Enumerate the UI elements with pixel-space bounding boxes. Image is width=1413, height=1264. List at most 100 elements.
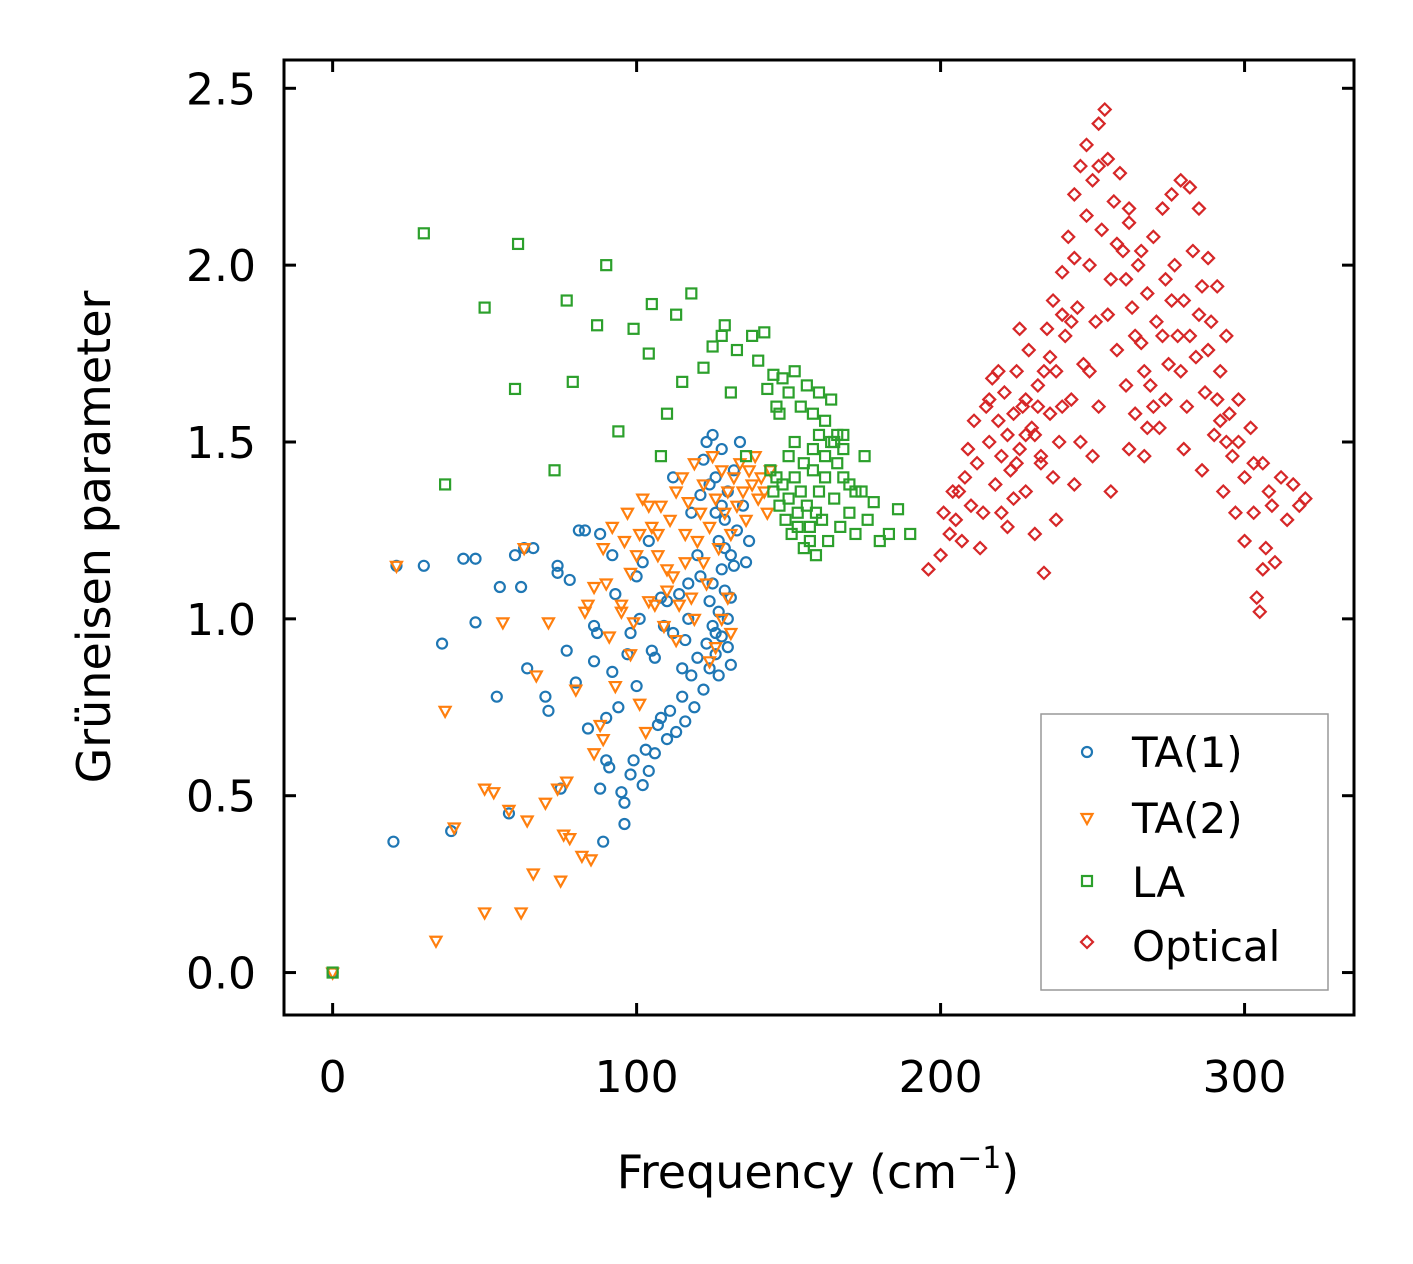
point-ta1-20 [551, 566, 564, 579]
point-ta2-22 [568, 684, 584, 698]
point-la-85 [806, 442, 820, 456]
point-ta2-67 [720, 486, 736, 500]
point-optical-148 [1085, 448, 1101, 464]
point-optical-123 [1081, 363, 1098, 379]
point-ta1-57 [679, 715, 692, 728]
point-la-2 [439, 478, 452, 491]
point-ta2-38 [632, 698, 648, 713]
point-la-44 [837, 442, 850, 456]
point-optical-26 [1030, 377, 1046, 393]
point-ta2-55 [683, 592, 699, 606]
point-ta1-32 [600, 754, 613, 767]
point-optical-166 [993, 505, 1009, 521]
point-la-68 [809, 549, 823, 562]
legend-entry-optical: Optical [1079, 922, 1280, 971]
point-la-65 [800, 499, 813, 512]
point-la-79 [849, 527, 862, 541]
point-ta2-18 [553, 875, 568, 889]
point-la-58 [779, 513, 792, 526]
point-la-35 [782, 386, 795, 399]
point-ta2-65 [714, 465, 730, 479]
point-optical-16 [999, 427, 1016, 443]
point-ta2-3 [437, 705, 453, 720]
point-optical-137 [1209, 392, 1225, 408]
point-optical-124 [1091, 399, 1107, 415]
point-la-40 [812, 386, 826, 399]
point-optical-56 [1121, 215, 1137, 231]
point-ta1-108 [594, 782, 607, 795]
point-ta2-5 [477, 907, 492, 921]
point-optical-85 [1209, 278, 1225, 294]
x-axis-title-main: Frequency (cm [617, 1145, 957, 1199]
point-optical-130 [1145, 399, 1161, 415]
point-ta2-28 [595, 734, 611, 748]
point-la-88 [828, 435, 841, 449]
point-ta1-70 [718, 584, 731, 597]
point-optical-58 [1127, 406, 1143, 422]
point-optical-67 [1154, 201, 1171, 217]
point-ta1-17 [539, 690, 552, 703]
point-ta1-19 [551, 559, 564, 572]
point-la-16 [660, 407, 674, 420]
point-la-77 [837, 471, 850, 484]
point-ta1-6 [457, 552, 470, 565]
point-ta2-12 [519, 815, 535, 829]
point-optical-46 [1091, 116, 1107, 132]
point-optical-157 [1121, 201, 1137, 217]
point-la-3 [478, 301, 491, 314]
point-la-82 [782, 450, 795, 463]
point-optical-161 [1054, 307, 1070, 323]
point-ta2-14 [528, 670, 544, 684]
point-ta1-9 [490, 690, 503, 703]
x-axis-title-close: ) [1001, 1145, 1019, 1199]
point-ta2-72 [735, 486, 751, 500]
point-la-50 [882, 527, 896, 541]
point-optical-91 [1230, 392, 1247, 408]
point-optical-103 [1285, 476, 1301, 492]
plot-frame [282, 58, 1356, 1017]
point-ta2-24 [580, 599, 596, 613]
point-la-49 [873, 534, 886, 548]
legend: TA(1) TA(2) LA Optical [1040, 713, 1329, 991]
point-la-20 [697, 361, 710, 374]
point-la-29 [758, 326, 771, 339]
legend-marker-la [1080, 874, 1094, 888]
point-ta1-55 [673, 587, 686, 601]
point-optical-114 [999, 519, 1016, 535]
point-optical-87 [1215, 483, 1231, 500]
point-optical-135 [1191, 307, 1207, 323]
point-ta1-84 [727, 464, 740, 477]
point-ta1-4 [435, 637, 449, 650]
point-optical-112 [981, 392, 997, 408]
point-optical-62 [1139, 285, 1155, 301]
point-ta2-84 [720, 592, 736, 606]
point-optical-132 [1164, 292, 1180, 309]
point-optical-93 [1243, 420, 1259, 436]
point-optical-102 [1279, 512, 1295, 528]
point-la-76 [834, 520, 847, 533]
point-ta1-47 [648, 651, 661, 664]
point-optical-42 [1078, 137, 1095, 153]
point-optical-25 [1027, 526, 1043, 542]
point-ta2-46 [656, 620, 672, 635]
point-ta1-13 [515, 580, 528, 594]
point-ta1-73 [727, 559, 740, 572]
point-ta2-43 [647, 599, 663, 613]
point-ta2-98 [595, 543, 611, 557]
point-ta1-107 [600, 711, 613, 724]
point-optical-113 [990, 363, 1006, 379]
point-ta1-109 [587, 655, 601, 668]
point-ta1-43 [636, 778, 649, 792]
point-ta1-1 [387, 835, 400, 848]
point-la-69 [812, 485, 826, 498]
point-optical-160 [1066, 250, 1082, 266]
point-ta1-61 [691, 651, 704, 664]
point-ta1-29 [590, 626, 604, 640]
axis-ticks [284, 60, 1354, 1015]
point-la-61 [788, 471, 801, 484]
point-ta1-49 [654, 591, 668, 604]
point-la-52 [904, 527, 917, 541]
point-la-37 [794, 400, 807, 413]
